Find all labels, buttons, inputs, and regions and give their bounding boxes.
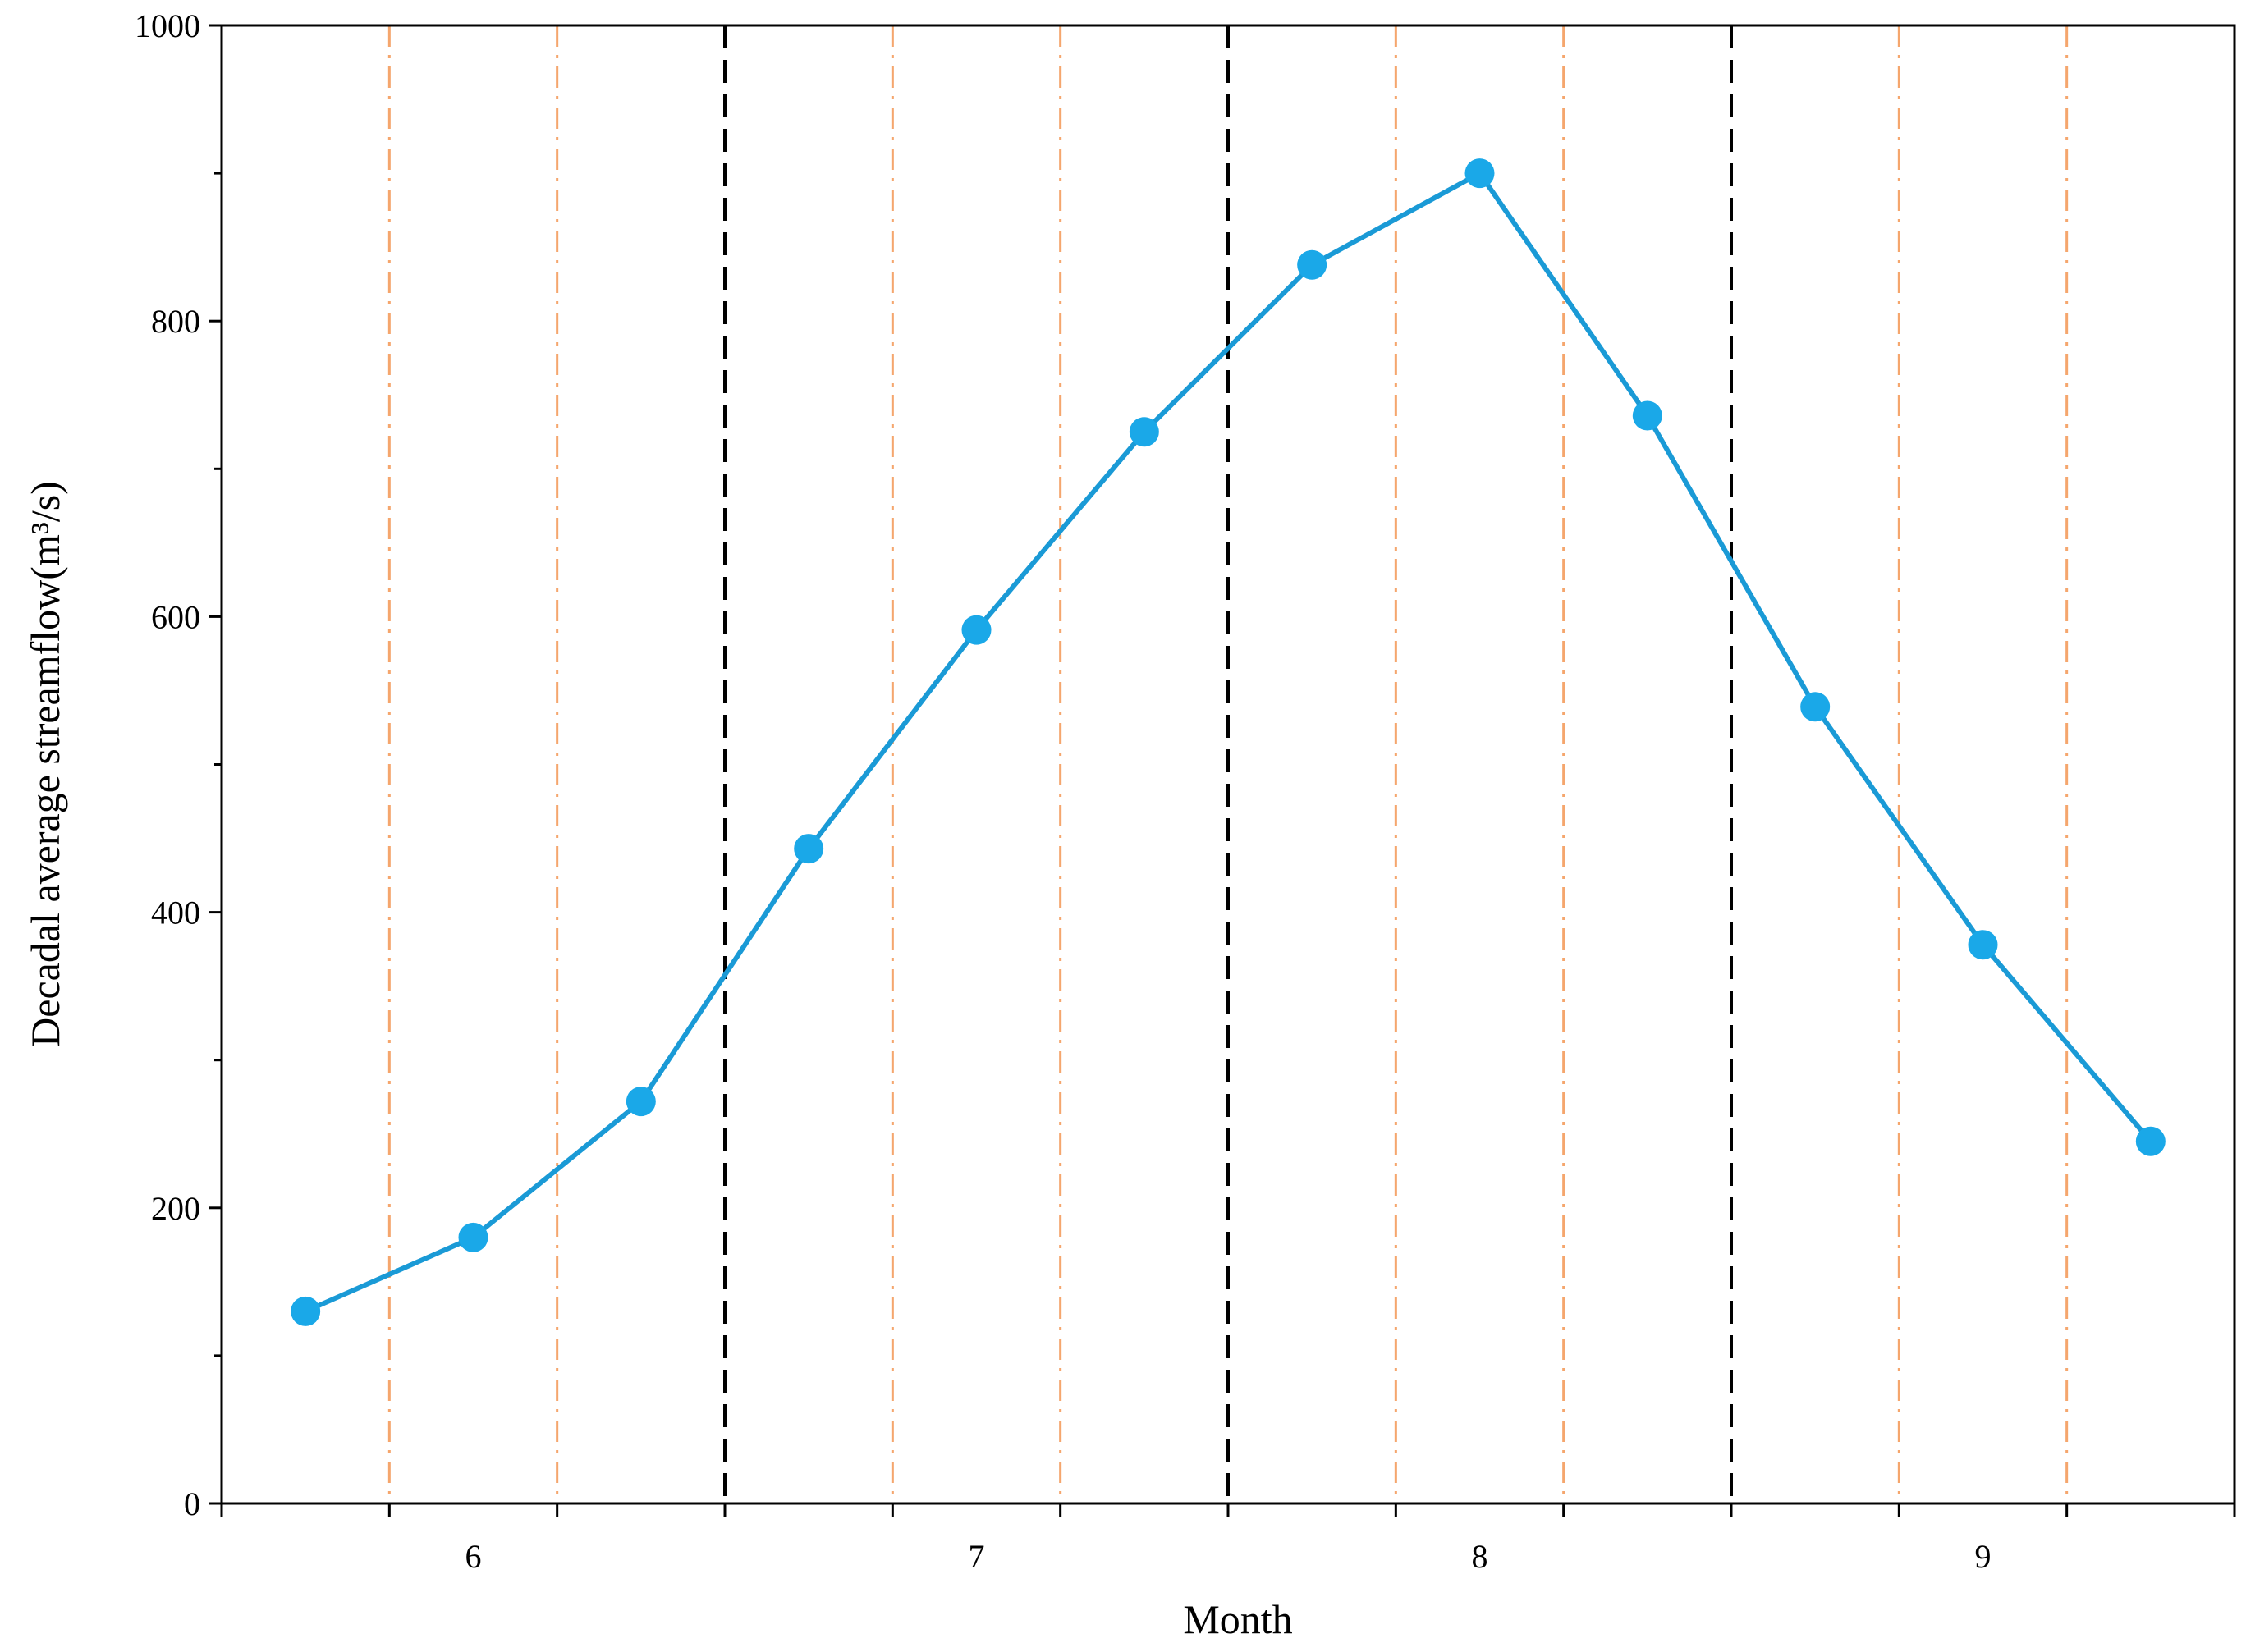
y-tick-label: 600 <box>151 598 200 635</box>
marker <box>794 834 824 864</box>
x-tick-label: 7 <box>969 1538 985 1575</box>
plot-frame <box>220 24 2236 1505</box>
line <box>304 170 2153 1314</box>
marker <box>1968 930 1998 960</box>
x-tick-label: 6 <box>465 1538 482 1575</box>
x-axis-title: Month <box>1183 1596 1292 1642</box>
y-tick-label: 1000 <box>135 7 200 44</box>
y-axis-title: Decadal average streamflow(m³/s) <box>22 481 68 1047</box>
x-tick-label: 8 <box>1472 1538 1488 1575</box>
marker <box>1129 417 1159 447</box>
marker <box>2135 1126 2166 1156</box>
marker <box>458 1222 488 1252</box>
marker <box>1464 158 1495 189</box>
y-tick-label: 200 <box>151 1190 200 1227</box>
marker <box>1297 249 1327 280</box>
marker <box>291 1296 321 1326</box>
x-tick-label: 9 <box>1975 1538 1992 1575</box>
marker <box>1632 400 1662 431</box>
y-tick-label: 0 <box>184 1485 200 1522</box>
marker <box>961 615 992 645</box>
marker <box>626 1087 656 1117</box>
marker <box>1800 692 1831 722</box>
y-tick-label: 400 <box>151 895 200 931</box>
y-tick-label: 800 <box>151 303 200 340</box>
